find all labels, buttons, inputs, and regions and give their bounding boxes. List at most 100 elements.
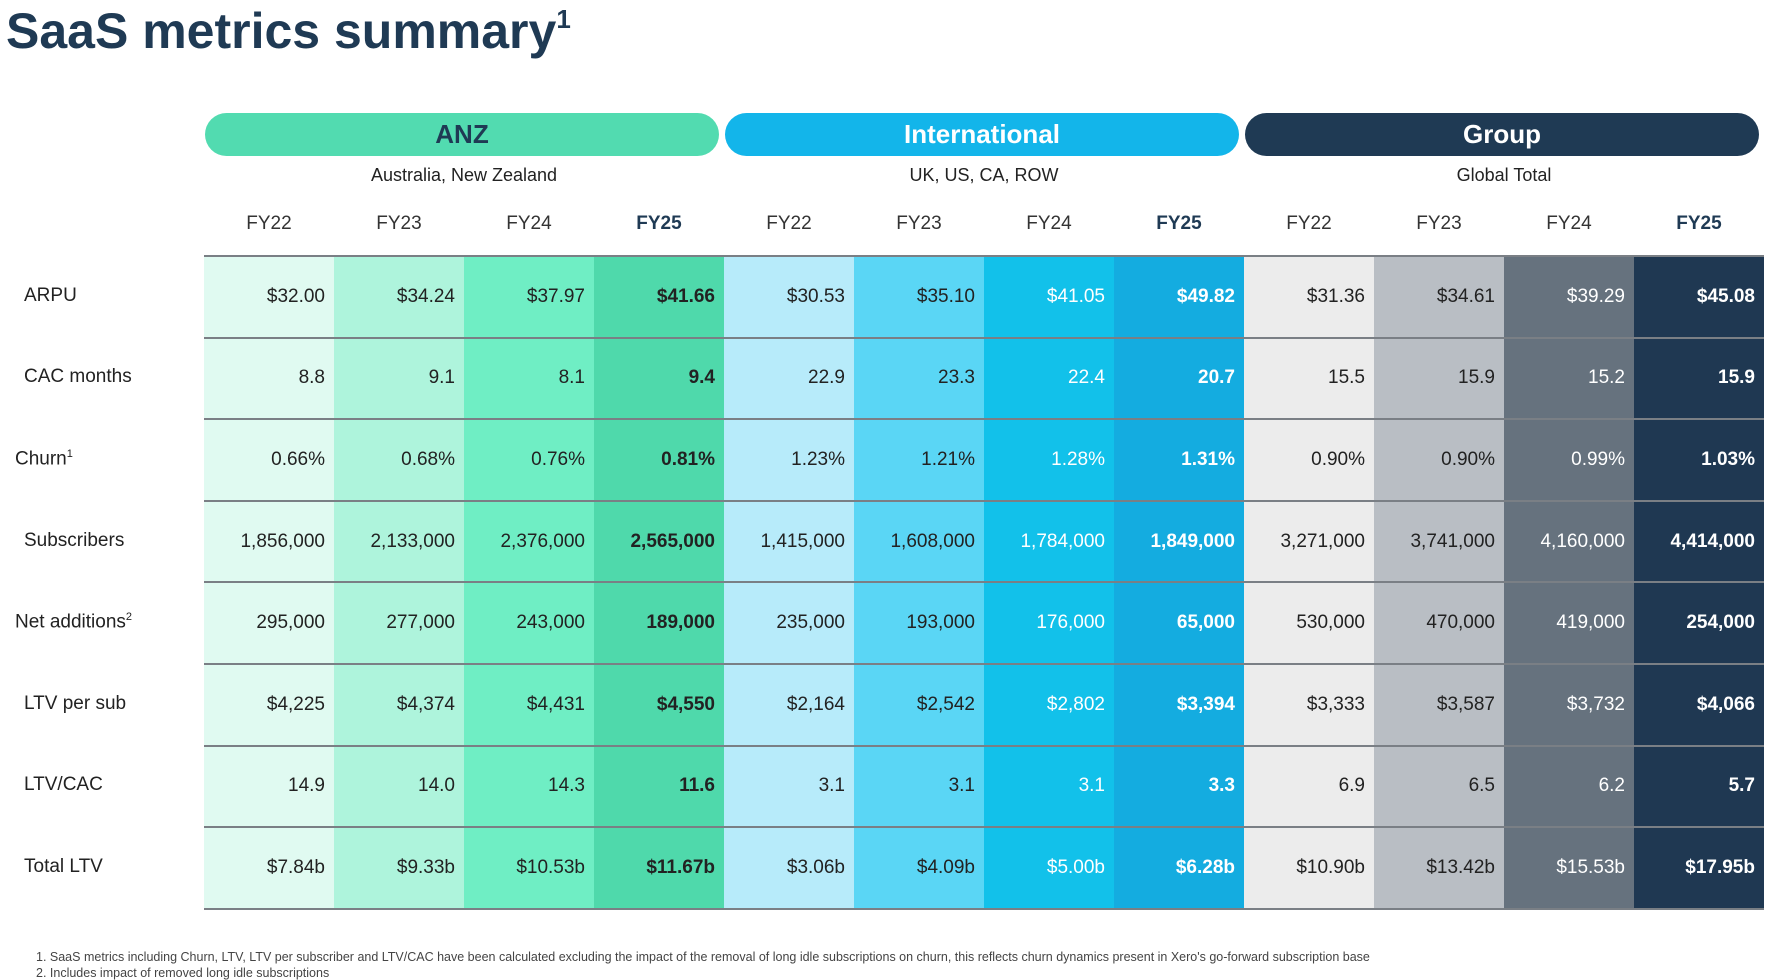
row-label-text: ARPU [24, 284, 77, 306]
cell: $2,802 [984, 664, 1114, 746]
cell: $37.97 [464, 256, 594, 338]
cell: $3,333 [1244, 664, 1374, 746]
cell: $4,550 [594, 664, 724, 746]
cell: 0.81% [594, 419, 724, 501]
year-header: FY22 [246, 213, 292, 234]
group-subtitle: UK, US, CA, ROW [909, 165, 1059, 185]
year-header: FY22 [766, 213, 812, 234]
group-header: Group [1245, 113, 1759, 156]
footnote: 1. SaaS metrics including Churn, LTV, LT… [36, 950, 1370, 964]
cell: 1,608,000 [854, 500, 984, 583]
row-divider [204, 581, 1764, 584]
cell: $4,431 [464, 664, 594, 746]
year-header: FY24 [506, 213, 552, 234]
cell: $17.95b [1634, 827, 1764, 909]
row-divider [204, 907, 1764, 910]
cell: $41.05 [984, 256, 1114, 338]
cell: $34.24 [334, 256, 464, 338]
cell: 20.7 [1114, 337, 1244, 420]
group-subtitle: Global Total [1456, 165, 1552, 185]
cell: $3,394 [1114, 664, 1244, 746]
row-divider [204, 336, 1764, 339]
cell: 470,000 [1374, 582, 1504, 664]
row-label: Subscribers [24, 530, 124, 552]
cell: $41.66 [594, 256, 724, 338]
cell: $11.67b [594, 827, 724, 909]
cell: 1,415,000 [724, 500, 854, 583]
row-divider [204, 255, 1764, 257]
cell: 3.3 [1114, 745, 1244, 828]
row-label-text: Churn [15, 448, 67, 470]
row-divider [204, 826, 1764, 829]
cell: 15.5 [1244, 337, 1374, 420]
cell: 1,849,000 [1114, 500, 1244, 583]
cell: 2,376,000 [464, 500, 594, 583]
row-label: LTV/CAC [24, 774, 103, 796]
cell: 0.90% [1374, 419, 1504, 501]
cell: $3,732 [1504, 664, 1634, 746]
cell: 9.1 [334, 337, 464, 420]
cell: 8.8 [204, 337, 334, 420]
cell: 176,000 [984, 582, 1114, 664]
row-divider [204, 663, 1764, 665]
cell: 8.1 [464, 337, 594, 420]
cell: 5.7 [1634, 745, 1764, 828]
cell: $4,374 [334, 664, 464, 746]
group-header: ANZ [205, 113, 719, 156]
cell: $5.00b [984, 827, 1114, 909]
cell: 15.2 [1504, 337, 1634, 420]
title-text: SaaS metrics summary [6, 3, 557, 59]
cell: $2,164 [724, 664, 854, 746]
row-label-text: LTV/CAC [24, 774, 103, 796]
cell: 15.9 [1634, 337, 1764, 420]
cell: $39.29 [1504, 256, 1634, 338]
cell: 3.1 [854, 745, 984, 828]
cell: 3,741,000 [1374, 500, 1504, 583]
cell: $49.82 [1114, 256, 1244, 338]
row-label-text: Net additions [15, 611, 126, 633]
cell: 1.31% [1114, 419, 1244, 501]
cell: $4,066 [1634, 664, 1764, 746]
cell: $10.53b [464, 827, 594, 909]
row-label: ARPU [24, 285, 77, 307]
cell: 11.6 [594, 745, 724, 828]
cell: 243,000 [464, 582, 594, 664]
group-subtitle: Australia, New Zealand [370, 165, 558, 185]
cell: $30.53 [724, 256, 854, 338]
row-label: Total LTV [24, 856, 103, 878]
cell: 1.28% [984, 419, 1114, 501]
cell: 2,133,000 [334, 500, 464, 583]
cell: 295,000 [204, 582, 334, 664]
cell: $4,225 [204, 664, 334, 746]
cell: 9.4 [594, 337, 724, 420]
cell: $3.06b [724, 827, 854, 909]
cell: $35.10 [854, 256, 984, 338]
cell: 1,856,000 [204, 500, 334, 583]
footnote: 2. Includes impact of removed long idle … [36, 966, 330, 980]
title-note: 1 [556, 4, 571, 34]
cell: 254,000 [1634, 582, 1764, 664]
row-divider [204, 418, 1764, 421]
cell: 6.5 [1374, 745, 1504, 828]
cell: 193,000 [854, 582, 984, 664]
cell: $32.00 [204, 256, 334, 338]
cell: $3,587 [1374, 664, 1504, 746]
year-header: FY25 [636, 213, 682, 234]
row-label: CAC months [24, 366, 132, 388]
cell: 14.3 [464, 745, 594, 828]
group-header: International [725, 113, 1239, 156]
row-label-text: Total LTV [24, 856, 103, 877]
cell: 419,000 [1504, 582, 1634, 664]
row-divider [204, 744, 1764, 747]
cell: 530,000 [1244, 582, 1374, 664]
row-label-text: Subscribers [24, 529, 125, 551]
year-header: FY23 [1416, 213, 1462, 234]
cell: $31.36 [1244, 256, 1374, 338]
cell: 6.2 [1504, 745, 1634, 828]
year-header: FY22 [1286, 213, 1332, 234]
footnote-ref: 2 [125, 611, 133, 624]
cell: 6.9 [1244, 745, 1374, 828]
cell: $10.90b [1244, 827, 1374, 909]
cell: $45.08 [1634, 256, 1764, 338]
